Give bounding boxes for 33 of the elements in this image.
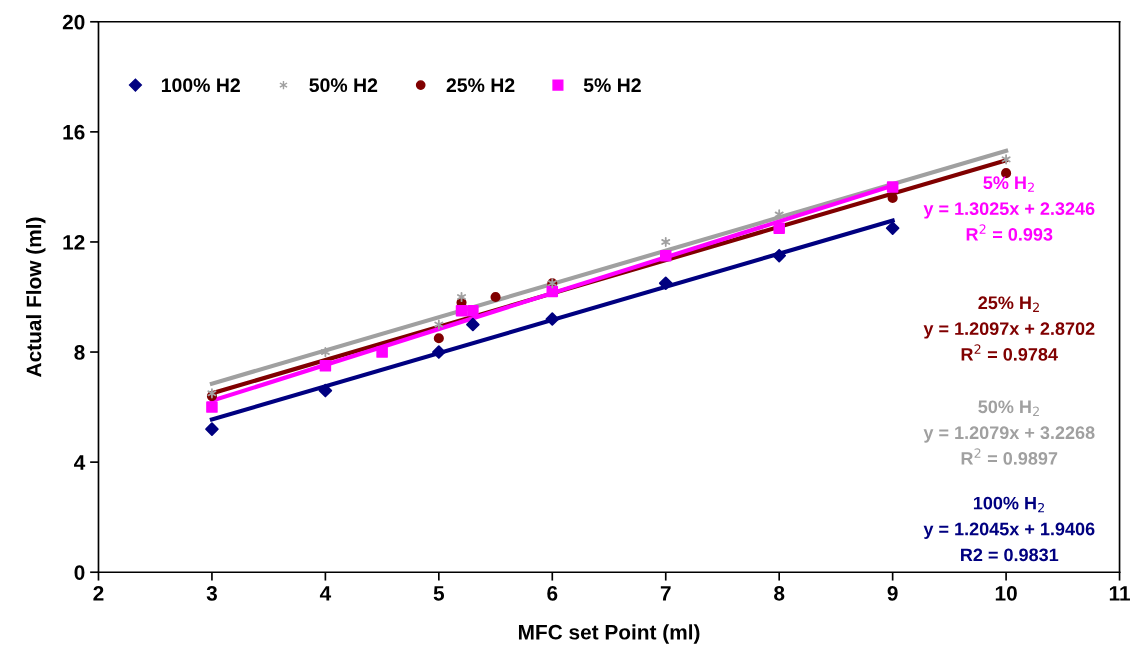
annotation: R$^{2}$ = 0.9897 <box>961 448 1058 465</box>
x-tick-label: 7 <box>660 586 671 601</box>
y-tick-label: 20 <box>62 14 85 30</box>
annotation: 50% H$_{2}$ <box>978 400 1039 416</box>
annotation: R$^{2}$ = 0.993 <box>966 224 1053 241</box>
annotation: R$^{2}$ = 0.9784 <box>961 344 1058 361</box>
x-tick-label: 11 <box>1109 586 1130 601</box>
annotation: 100% H$_{2}$ <box>973 496 1044 513</box>
x-tick-label: 2 <box>93 585 104 601</box>
y-tick-label: 16 <box>63 124 85 140</box>
x-tick-label: 4 <box>319 586 332 601</box>
x-tick-label: 5 <box>433 586 445 601</box>
x-tick-label: 3 <box>206 585 217 601</box>
y-tick-label: 4 <box>74 455 86 470</box>
x-axis-title: MFC set Point (ml) <box>518 624 700 644</box>
annotation: y = 1.2097x + 2.8702 <box>923 322 1095 339</box>
annotation: R2 = 0.9831 <box>961 548 1059 562</box>
legend-label: 5% H2 <box>583 78 641 93</box>
legend-label: 100% H2 <box>161 78 240 93</box>
x-tick-label: 9 <box>887 585 898 601</box>
y-tick-label: 8 <box>74 345 85 360</box>
y-axis-title: Actual Flow (ml) <box>26 217 46 377</box>
x-tick-label: 6 <box>547 585 558 601</box>
legend-label: 25% H2 <box>446 78 515 93</box>
annotation: y = 1.2045x + 1.9406 <box>923 522 1095 539</box>
annotation: y = 1.2079x + 3.2268 <box>923 426 1095 443</box>
annotation: y = 1.3025x + 2.3246 <box>923 202 1095 219</box>
annotation: 5% H$_{2}$ <box>983 176 1034 192</box>
annotation: 25% H$_{2}$ <box>978 296 1039 312</box>
x-tick-label: 8 <box>774 585 785 601</box>
y-tick-label: 0 <box>74 565 85 580</box>
y-tick-label: 12 <box>63 234 85 250</box>
x-tick-label: 10 <box>995 585 1017 601</box>
